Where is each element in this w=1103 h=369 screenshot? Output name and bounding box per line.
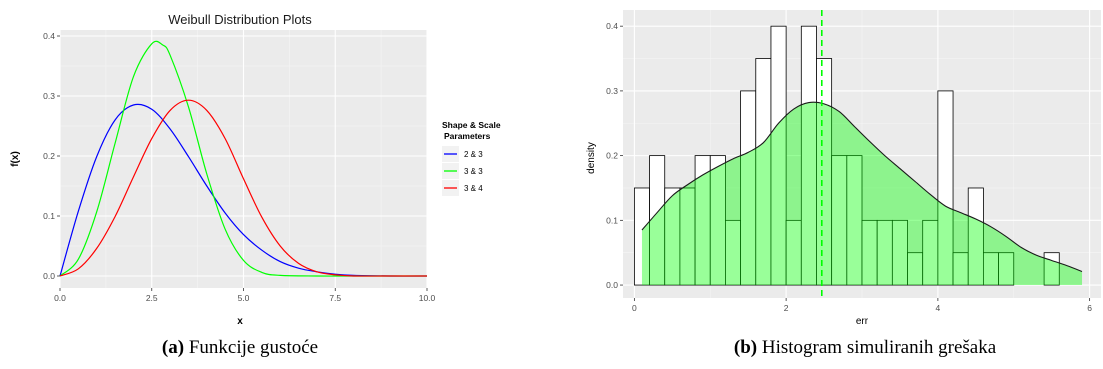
chart-a-series	[59, 40, 428, 277]
panel-b-histogram-chart: 0 2 4 6 0.0 0.1 0.2 0.3 0.4 err density	[586, 10, 1101, 327]
caption-a: (a) Funkcije gustoće	[162, 337, 318, 359]
x-tick-label: 4	[936, 303, 941, 313]
chart-a-title: Weibull Distribution Plots	[168, 12, 312, 27]
legend-title: Shape & Scale Parameters	[442, 120, 503, 141]
y-tick-label: 0.1	[43, 211, 55, 221]
caption-b: (b) Histogram simuliranih grešaka	[734, 337, 996, 359]
y-tick-label: 0.3	[43, 91, 55, 101]
caption-b-text: Histogram simuliranih grešaka	[761, 337, 997, 358]
chart-a-y-ticks: 0.0 0.1 0.2 0.3 0.4	[43, 31, 60, 281]
histogram-bar	[1043, 252, 1060, 286]
chart-b-y-axis-label: density	[586, 142, 597, 174]
y-tick-label: 0.3	[606, 86, 618, 96]
y-tick-label: 0.2	[606, 151, 618, 161]
x-tick-label: 10.0	[419, 293, 436, 303]
legend-items: 2 & 3 3 & 3 3 & 4	[442, 146, 483, 196]
chart-b-density-curve	[641, 101, 1083, 286]
series-line-3	[59, 99, 427, 277]
chart-b-x-ticks: 0 2 4 6	[632, 298, 1092, 313]
x-tick-label: 7.5	[329, 293, 341, 303]
density-area	[641, 102, 1083, 286]
chart-a-y-axis-label: f(x)	[10, 151, 21, 167]
x-tick-label: 2	[784, 303, 789, 313]
chart-a-x-ticks: 0.0 2.5 5.0 7.5 10.0	[54, 288, 436, 303]
figure: Weibull Distribution Plots 0.0 2.5 5.0 7.5 1…	[10, 10, 1101, 327]
chart-b-histogram-bars	[633, 25, 1060, 286]
x-tick-label: 0.0	[54, 293, 66, 303]
series-line-2	[59, 40, 427, 277]
y-tick-label: 0.4	[43, 31, 55, 41]
histogram-bar	[770, 25, 787, 286]
legend-label: 3 & 4	[464, 184, 483, 193]
chart-b-y-ticks: 0.0 0.1 0.2 0.3 0.4	[606, 21, 623, 290]
density-line	[641, 101, 1083, 272]
caption-a-label: (a)	[161, 337, 185, 358]
x-tick-label: 6	[1087, 303, 1092, 313]
legend-label: 3 & 3	[464, 167, 483, 176]
caption-a-text: Funkcije gustoće	[188, 337, 319, 358]
y-tick-label: 0.2	[43, 151, 55, 161]
caption-b-label: (b)	[733, 337, 758, 358]
y-tick-label: 0.0	[43, 271, 55, 281]
legend-title-line-2: Parameters	[444, 131, 491, 141]
chart-b-x-axis-label: err	[856, 316, 869, 327]
y-tick-label: 0.4	[606, 21, 618, 31]
chart-a-gridlines	[59, 30, 428, 288]
x-tick-label: 2.5	[146, 293, 158, 303]
panel-a-weibull-chart: Weibull Distribution Plots 0.0 2.5 5.0 7.5 1…	[10, 12, 503, 327]
y-tick-label: 0.0	[606, 280, 618, 290]
legend-title-line-1: Shape & Scale	[442, 120, 501, 130]
y-tick-label: 0.1	[606, 215, 618, 225]
histogram-bar	[998, 252, 1015, 286]
chart-a-x-axis-label: x	[237, 316, 243, 327]
chart-a-legend: Shape & Scale Parameters 2 & 3 3 & 3 3 & 4	[442, 120, 503, 196]
histogram-bar	[937, 90, 954, 286]
histogram-bar	[967, 187, 984, 286]
x-tick-label: 5.0	[238, 293, 250, 303]
legend-label: 2 & 3	[464, 150, 483, 159]
x-tick-label: 0	[632, 303, 637, 313]
